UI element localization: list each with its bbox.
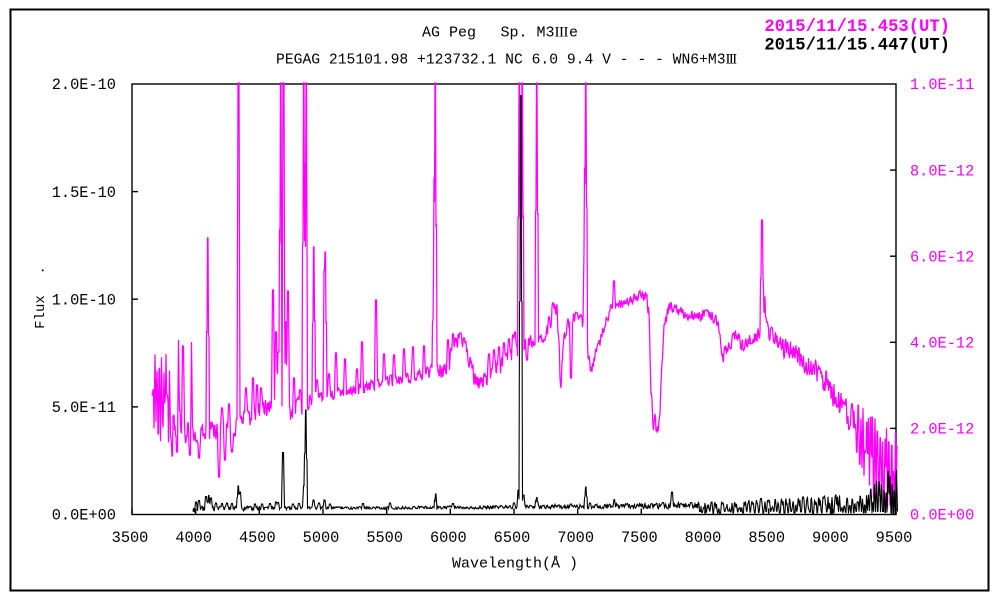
svg-text:9000: 9000 [812,529,849,547]
svg-text:1.0E-10: 1.0E-10 [52,291,116,309]
svg-text:6000: 6000 [430,529,467,547]
svg-text:4.0E-12: 4.0E-12 [910,335,974,353]
svg-text:7500: 7500 [621,529,658,547]
svg-text:5.0E-11: 5.0E-11 [52,399,116,417]
svg-text:7000: 7000 [557,529,594,547]
svg-text:1.5E-10: 1.5E-10 [52,184,116,202]
svg-text:PEGAG 215101.98 +123732.1 NC 6: PEGAG 215101.98 +123732.1 NC 6.0 9.4 V -… [276,52,737,69]
svg-text:2015/11/15.447(UT): 2015/11/15.447(UT) [764,37,950,56]
svg-text:2.0E-12: 2.0E-12 [910,421,974,439]
svg-text:9500: 9500 [876,529,913,547]
svg-text:2.0E-10: 2.0E-10 [52,76,116,94]
svg-text:2015/11/15.453(UT): 2015/11/15.453(UT) [764,18,950,37]
svg-text:4000: 4000 [175,529,212,547]
svg-text:1.0E-11: 1.0E-11 [910,76,974,94]
svg-text:0.0E+00: 0.0E+00 [910,507,974,525]
svg-text:8000: 8000 [685,529,722,547]
svg-text:6.0E-12: 6.0E-12 [910,248,974,266]
svg-text:4500: 4500 [239,529,276,547]
svg-text:8.0E-12: 8.0E-12 [910,162,974,180]
svg-text:8500: 8500 [748,529,785,547]
svg-text:Wavelength(Å ): Wavelength(Å ) [452,556,578,573]
svg-text:Flux: Flux [33,295,49,329]
svg-text:3500: 3500 [112,529,149,547]
svg-text:AG Peg: AG Peg [422,25,476,42]
svg-text:5000: 5000 [303,529,340,547]
svg-text:6500: 6500 [494,529,531,547]
svg-text:0.0E+00: 0.0E+00 [52,507,116,525]
svg-text:5500: 5500 [366,529,403,547]
svg-text:Sp. M3IIIe: Sp. M3IIIe [501,25,579,42]
